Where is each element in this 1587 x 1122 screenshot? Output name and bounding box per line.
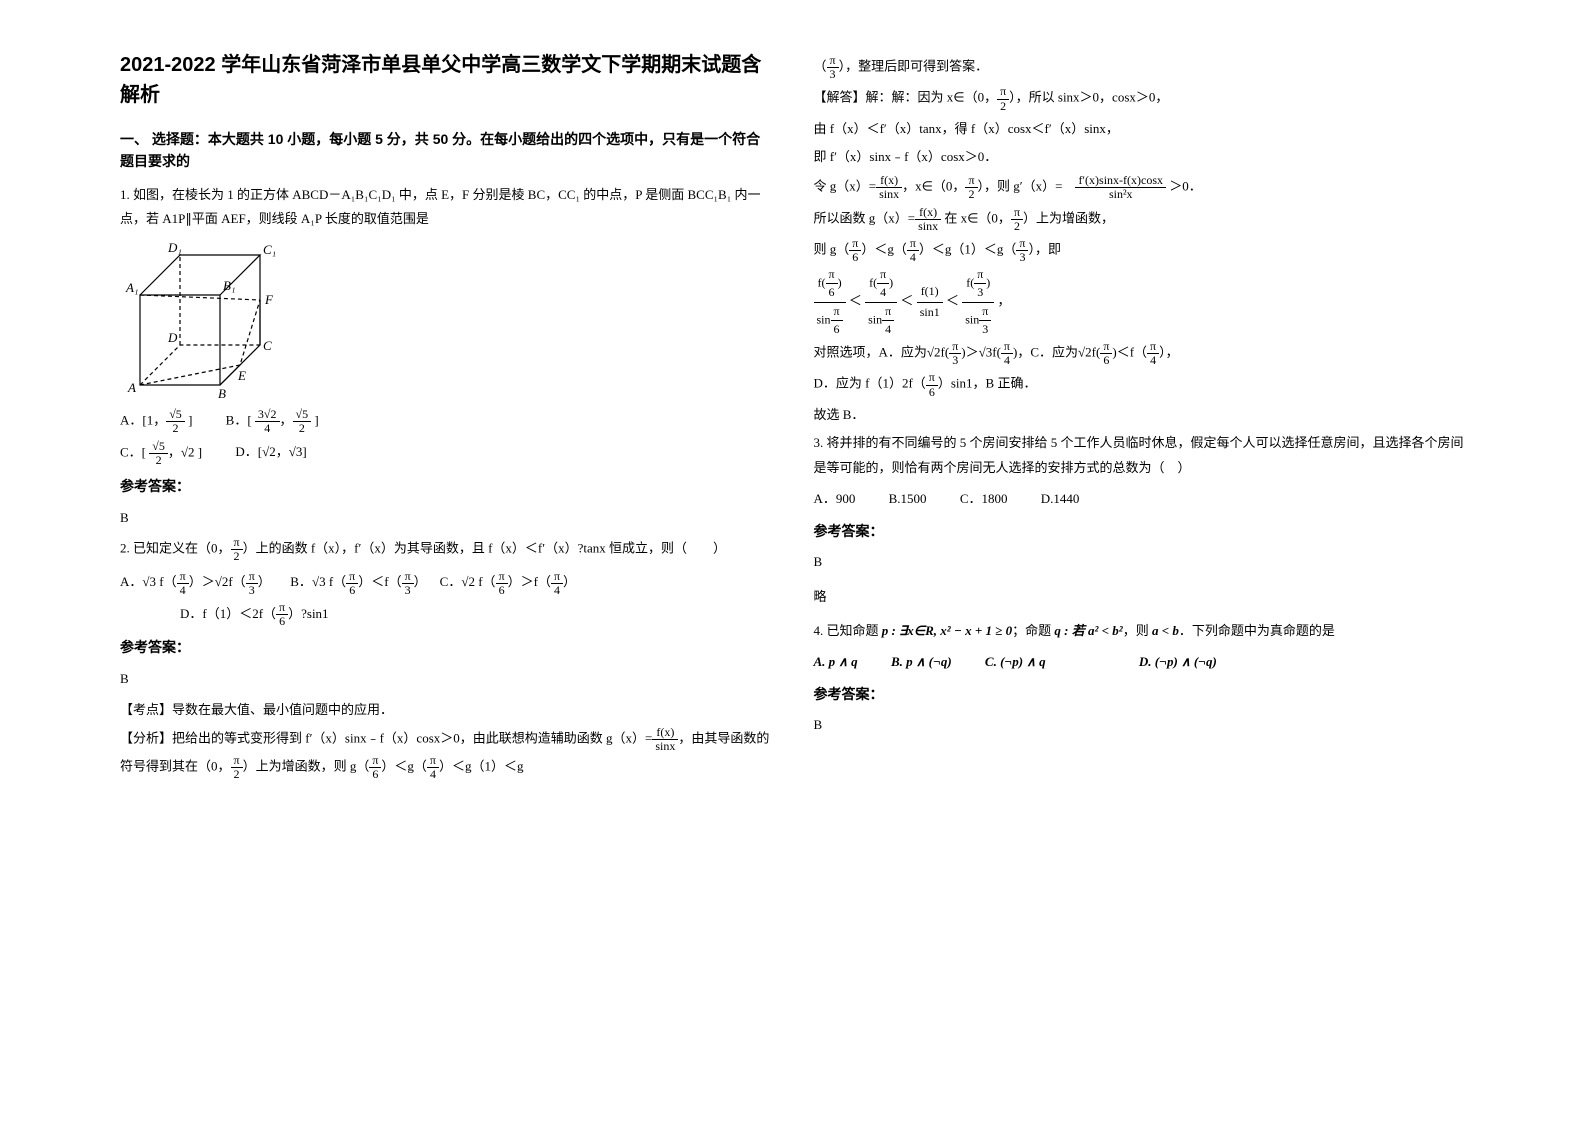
q2-compare: 对照选项，A．应为√2f(π3)＞√3f(π4)，C．应为√2f(π6)＜f（π…: [814, 340, 1468, 367]
q2-answer: B: [120, 667, 774, 692]
q2-answer-label: 参考答案：: [120, 634, 774, 661]
question-1-stem: 1. 如图，在棱长为 1 的正方体 ABCD－A₁B₁C₁D₁ 中，点 E，F …: [120, 183, 774, 232]
q1-answer: B: [120, 506, 774, 531]
q4-answer-label: 参考答案：: [814, 681, 1468, 708]
q2-opt-d: D．f（1）＜2f（π6）?sin1: [180, 606, 329, 621]
exam-title: 2021-2022 学年山东省菏泽市单县单父中学高三数学文下学期期末试题含解析: [120, 50, 774, 110]
q2-opt-c: C．√2 f（π6）＞f（π4）: [440, 574, 576, 589]
label-F: F: [264, 292, 274, 307]
label-C1: C₁: [263, 242, 276, 257]
q4-opt-a: A. p ∧ q: [814, 650, 858, 675]
q2-sol-l1: 【解答】解：解：因为 x∈（0，π2），所以 sinx＞0，cosx＞0，: [814, 85, 1468, 112]
q1-options-row2: C．[ √52，√2 ] D．[√2，√3]: [120, 440, 774, 467]
label-A1: A₁: [125, 280, 138, 295]
q1-options-row1: A．[1，√52 ] B．[ 3√24，√52 ]: [120, 408, 774, 435]
q2-sol-l6: 则 g（π6）＜g（π4）＜g（1）＜g（π3），即: [814, 237, 1468, 264]
q2-sol-l3: 即 f′（x）sinx﹣f（x）cosx＞0．: [814, 145, 1468, 170]
q3-answer: B: [814, 550, 1468, 575]
label-D: D: [167, 330, 178, 345]
q3-opt-d: D.1440: [1041, 487, 1080, 512]
q3-opt-b: B.1500: [889, 487, 927, 512]
label-B1: B₁: [223, 278, 235, 293]
left-column: 2021-2022 学年山东省菏泽市单县单父中学高三数学文下学期期末试题含解析 …: [100, 50, 794, 1072]
q2-sol-l5: 所以函数 g（x）=f(x)sinx 在 x∈（0，π2）上为增函数，: [814, 206, 1468, 233]
q3-options: A．900 B.1500 C．1800 D.1440: [814, 487, 1468, 512]
q4-opt-d: D. (¬p) ∧ (¬q): [1139, 650, 1217, 675]
q2-opt-b: B．√3 f（π6）＜f（π3）: [290, 574, 430, 589]
q1-answer-label: 参考答案：: [120, 473, 774, 500]
q2-sol-l2: 由 f（x）＜f′（x）tanx，得 f（x）cosx＜f′（x）sinx，: [814, 117, 1468, 142]
q2-conclusion: 故选 B．: [814, 403, 1468, 428]
q1-opt-d: D．[√2，√3]: [235, 440, 306, 465]
label-A: A: [127, 380, 136, 395]
q2-sol-l4: 令 g（x）=f(x)sinx，x∈（0，π2），则 g′（x）= f′(x)s…: [814, 174, 1468, 201]
question-1-figure: A B C D A₁ B₁ C₁ D₁ E F: [120, 240, 774, 400]
question-2-stem: 2. 已知定义在（0，π2）上的函数 f（x），f′（x）为其导函数，且 f（x…: [120, 536, 774, 563]
q2-options-row2: D．f（1）＜2f（π6）?sin1: [120, 601, 774, 628]
q2-options-row1: A．√3 f（π4）＞√2f（π3） B．√3 f（π6）＜f（π3） C．√2…: [120, 570, 774, 597]
q2-fenxi: 【分析】把给出的等式变形得到 f′（x）sinx﹣f（x）cosx＞0，由此联想…: [120, 726, 774, 781]
q4-opt-b: B. p ∧ (¬q): [891, 650, 952, 675]
label-E: E: [237, 368, 246, 383]
q2-cont: （π3），整理后即可得到答案．: [814, 54, 1468, 81]
label-C: C: [263, 338, 272, 353]
q1-opt-a: A．[1，√52 ]: [120, 408, 192, 435]
label-D1: D₁: [167, 240, 182, 255]
q2-opt-a: A．√3 f（π4）＞√2f（π3）: [120, 574, 274, 589]
q3-lue: 略: [814, 585, 1468, 610]
q4-opt-c: C. (¬p) ∧ q: [985, 650, 1046, 675]
cube-diagram: A B C D A₁ B₁ C₁ D₁ E F: [120, 240, 290, 400]
q1-opt-b: B．[ 3√24，√52 ]: [226, 408, 319, 435]
right-column: （π3），整理后即可得到答案． 【解答】解：解：因为 x∈（0，π2），所以 s…: [794, 50, 1488, 1072]
q3-answer-label: 参考答案：: [814, 518, 1468, 545]
section-heading: 一、 选择题：本大题共 10 小题，每小题 5 分，共 50 分。在每小题给出的…: [120, 128, 774, 173]
question-3-stem: 3. 将并排的有不同编号的 5 个房间安排给 5 个工作人员临时休息，假定每个人…: [814, 431, 1468, 480]
q2-big-inequality: f(π6)sinπ6 ＜ f(π4)sinπ4 ＜ f(1)sin1 ＜ f(π…: [814, 268, 1468, 336]
q4-answer: B: [814, 713, 1468, 738]
question-4-stem: 4. 已知命题 p : ∃x∈R, x² − x + 1 ≥ 0；命题 q : …: [814, 619, 1468, 644]
q1-opt-c: C．[ √52，√2 ]: [120, 440, 202, 467]
q2-kaodian: 【考点】导数在最大值、最小值问题中的应用．: [120, 698, 774, 723]
label-B: B: [218, 386, 226, 400]
q3-opt-c: C．1800: [960, 487, 1008, 512]
q2-compare-d: D．应为 f（1）2f（π6）sin1，B 正确．: [814, 371, 1468, 398]
q3-opt-a: A．900: [814, 487, 856, 512]
q4-options: A. p ∧ q B. p ∧ (¬q) C. (¬p) ∧ q D. (¬p)…: [814, 650, 1468, 675]
